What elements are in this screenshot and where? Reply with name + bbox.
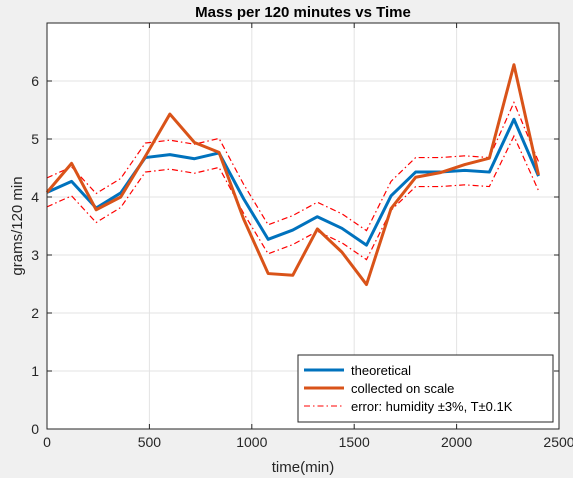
chart-title: Mass per 120 minutes vs Time: [195, 4, 411, 21]
x-tick-label: 0: [43, 434, 51, 450]
y-tick-label: 4: [31, 189, 39, 205]
legend-label-error: error: humidity ±3%, T±0.1K: [351, 399, 513, 414]
y-tick-label: 0: [31, 421, 39, 437]
x-tick-label: 1500: [339, 434, 370, 450]
x-tick-label: 1000: [236, 434, 267, 450]
y-axis-label: grams/120 min: [9, 176, 26, 275]
y-tick-label: 2: [31, 305, 39, 321]
ticks: 0 500 1000 1500 2000 2500 0 1 2 3 4 5 6: [31, 23, 573, 450]
x-axis-label: time(min): [272, 459, 335, 476]
collected-line: [45, 63, 540, 287]
grid: [47, 23, 559, 429]
x-tick-label: 500: [138, 434, 162, 450]
x-tick-label: 2500: [543, 434, 573, 450]
y-tick-label: 5: [31, 131, 39, 147]
y-tick-label: 3: [31, 247, 39, 263]
x-tick-label: 2000: [441, 434, 472, 450]
plot-frame: [46, 22, 560, 430]
y-tick-label: 6: [31, 73, 39, 89]
legend-label-collected: collected on scale: [351, 381, 454, 396]
legend-label-theoretical: theoretical: [351, 363, 411, 378]
legend: theoretical collected on scale error: hu…: [297, 354, 554, 423]
series-lines: [45, 63, 540, 287]
y-tick-label: 1: [31, 363, 39, 379]
